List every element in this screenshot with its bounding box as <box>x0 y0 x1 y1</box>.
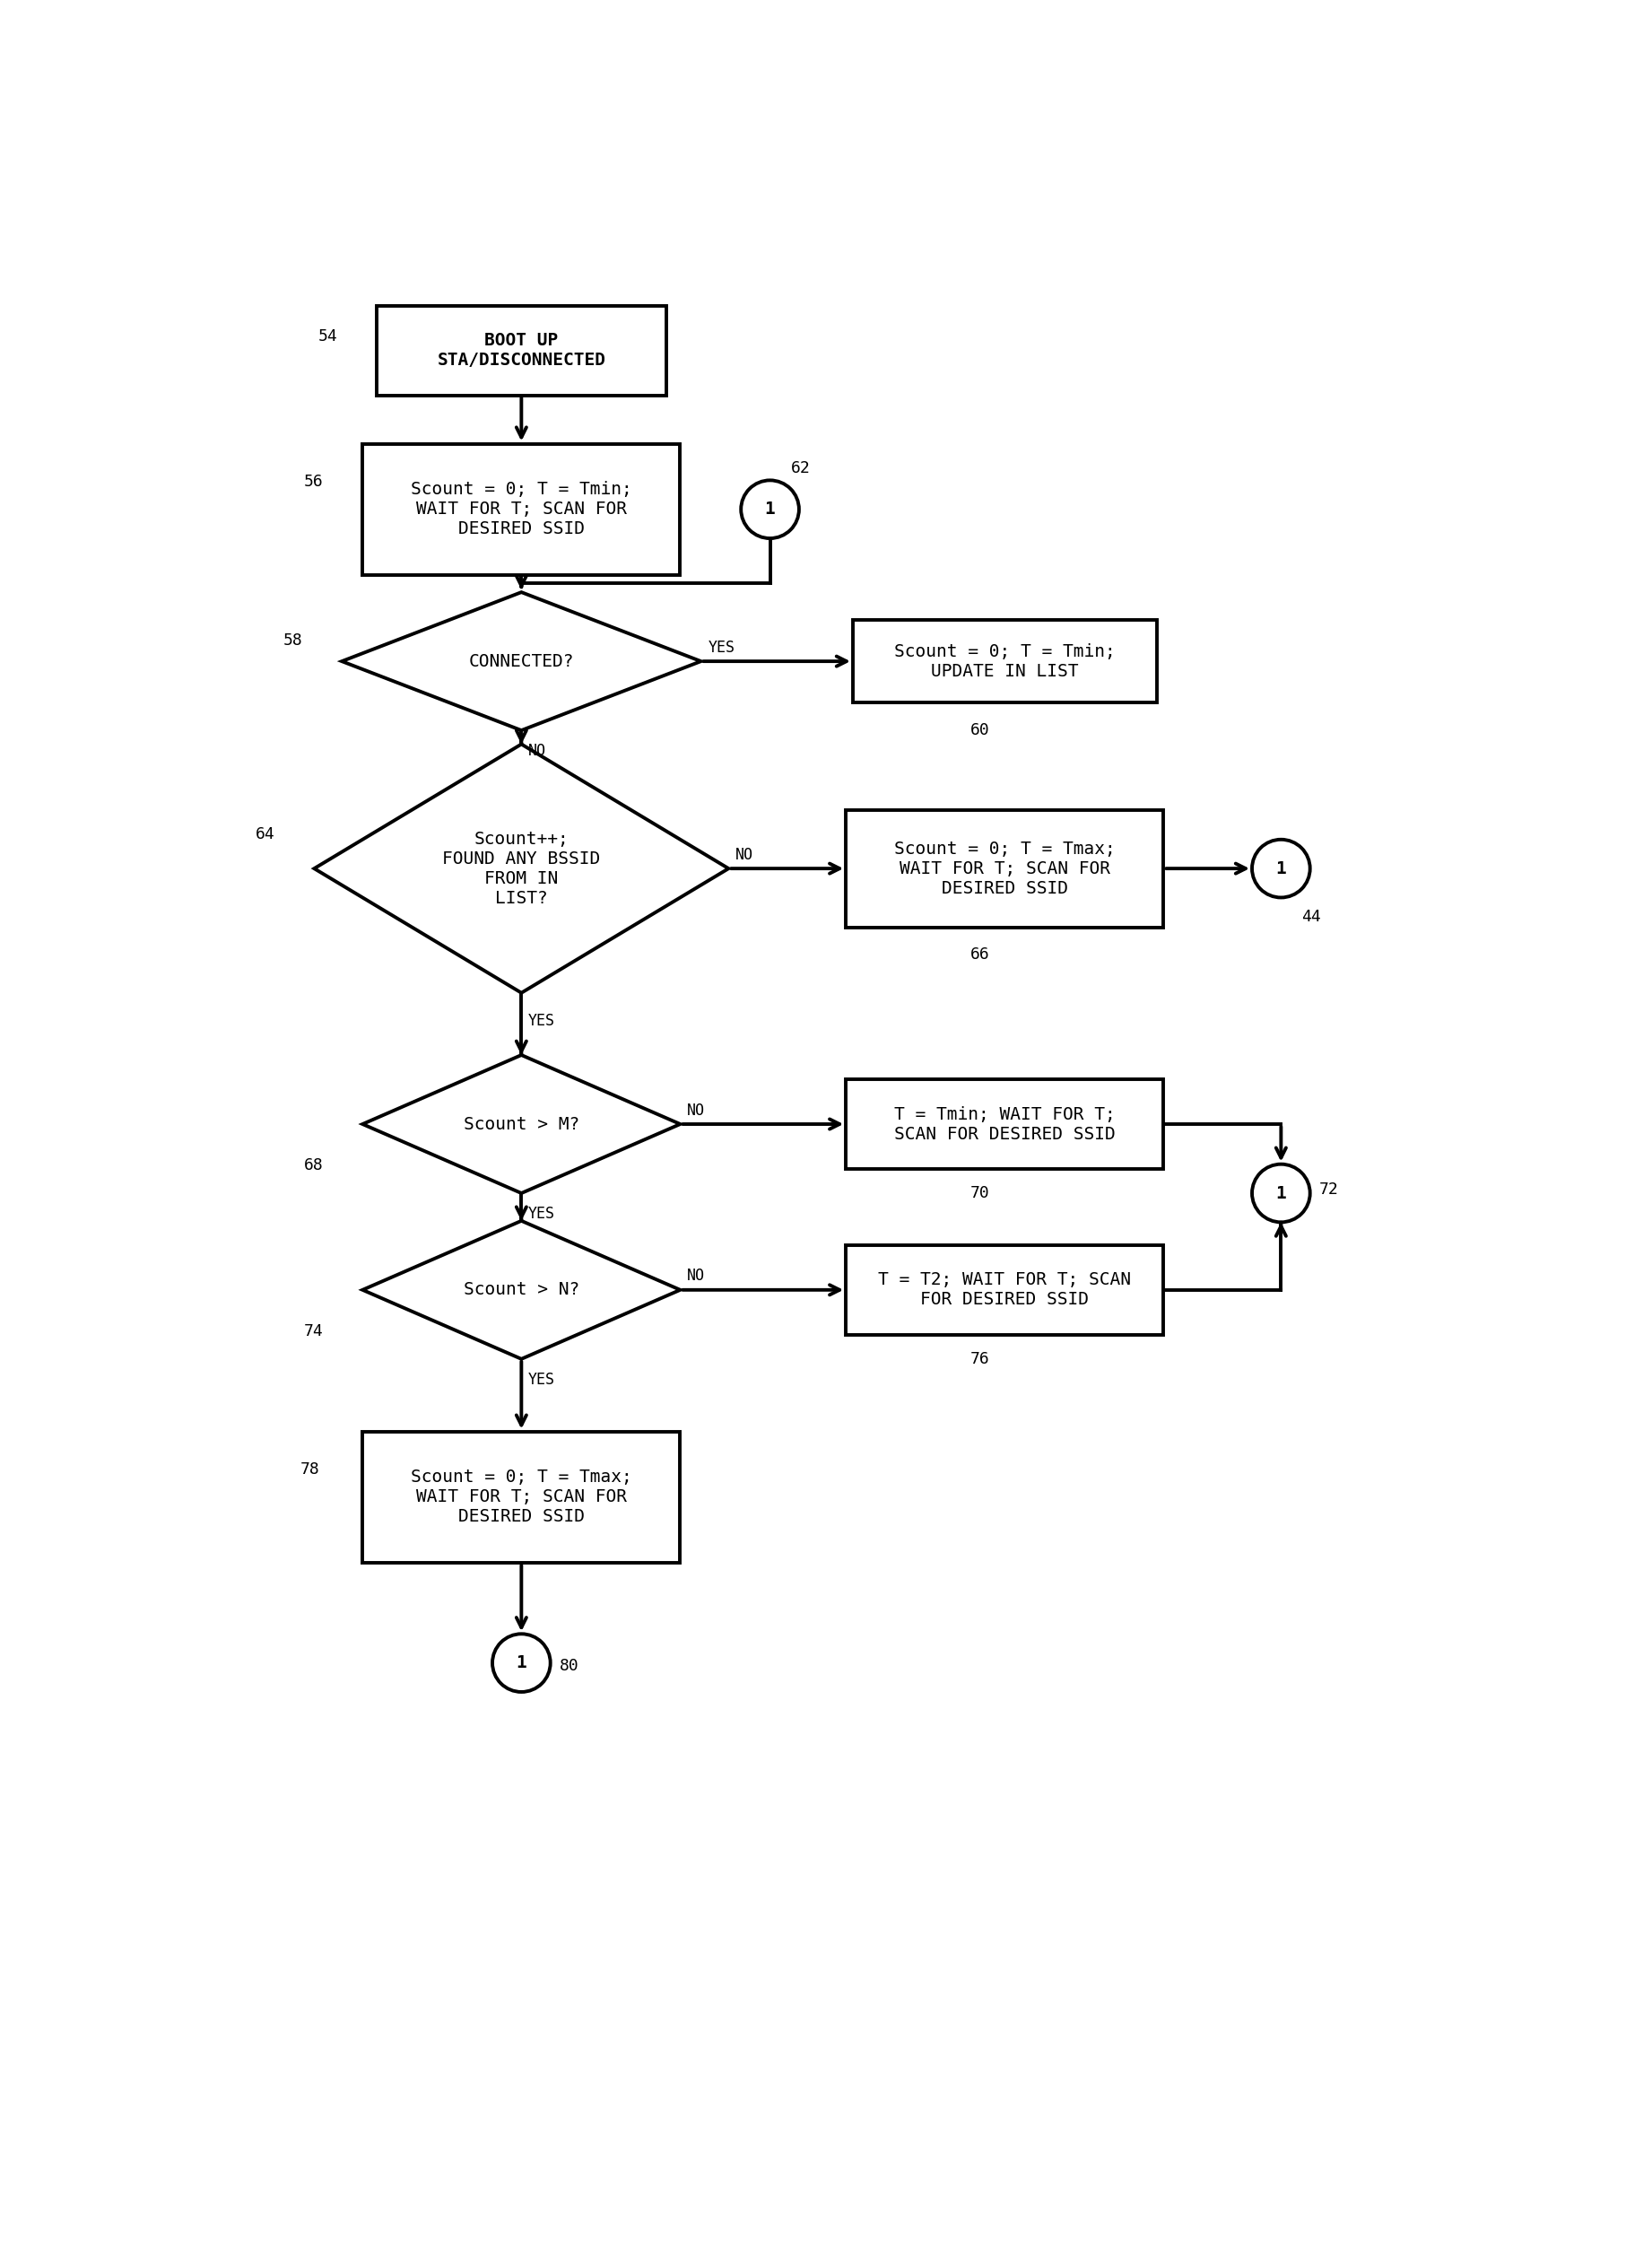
Polygon shape <box>362 1221 681 1358</box>
Text: NO: NO <box>687 1268 705 1284</box>
Polygon shape <box>362 1056 681 1192</box>
FancyBboxPatch shape <box>846 1080 1163 1170</box>
Text: 70: 70 <box>970 1185 990 1201</box>
Text: YES: YES <box>529 1371 555 1387</box>
Text: 74: 74 <box>304 1322 324 1340</box>
Circle shape <box>492 1634 550 1692</box>
Text: NO: NO <box>687 1103 705 1118</box>
Text: 1: 1 <box>765 500 775 518</box>
Text: 76: 76 <box>970 1351 990 1367</box>
Text: 54: 54 <box>317 329 337 345</box>
Text: 56: 56 <box>304 473 324 491</box>
FancyBboxPatch shape <box>846 809 1163 928</box>
Text: 62: 62 <box>791 459 809 475</box>
Polygon shape <box>342 592 700 731</box>
Text: 66: 66 <box>970 946 990 964</box>
Text: Scount = 0; T = Tmax;
WAIT FOR T; SCAN FOR
DESIRED SSID: Scount = 0; T = Tmax; WAIT FOR T; SCAN F… <box>894 840 1115 896</box>
FancyBboxPatch shape <box>846 1246 1163 1336</box>
Text: Scount > M?: Scount > M? <box>464 1116 580 1132</box>
Text: 72: 72 <box>1318 1181 1338 1197</box>
Text: 44: 44 <box>1302 910 1322 926</box>
Text: NO: NO <box>735 847 753 863</box>
Text: BOOT UP
STA/DISCONNECTED: BOOT UP STA/DISCONNECTED <box>438 332 606 370</box>
Text: Scount = 0; T = Tmin;
UPDATE IN LIST: Scount = 0; T = Tmin; UPDATE IN LIST <box>894 643 1115 679</box>
Text: T = T2; WAIT FOR T; SCAN
FOR DESIRED SSID: T = T2; WAIT FOR T; SCAN FOR DESIRED SSI… <box>879 1271 1132 1309</box>
Text: YES: YES <box>529 1206 555 1221</box>
Text: Scount++;
FOUND ANY BSSID
FROM IN
LIST?: Scount++; FOUND ANY BSSID FROM IN LIST? <box>443 831 600 908</box>
Text: CONNECTED?: CONNECTED? <box>469 652 575 670</box>
FancyBboxPatch shape <box>377 305 666 394</box>
Text: T = Tmin; WAIT FOR T;
SCAN FOR DESIRED SSID: T = Tmin; WAIT FOR T; SCAN FOR DESIRED S… <box>894 1105 1115 1143</box>
Text: 80: 80 <box>560 1658 578 1674</box>
Text: YES: YES <box>529 1013 555 1029</box>
Text: 78: 78 <box>301 1461 320 1477</box>
Circle shape <box>1252 1163 1310 1221</box>
FancyBboxPatch shape <box>362 1432 681 1562</box>
FancyBboxPatch shape <box>362 444 681 576</box>
Text: 68: 68 <box>304 1159 324 1174</box>
Polygon shape <box>314 744 729 993</box>
Circle shape <box>1252 840 1310 899</box>
Text: Scount = 0; T = Tmax;
WAIT FOR T; SCAN FOR
DESIRED SSID: Scount = 0; T = Tmax; WAIT FOR T; SCAN F… <box>411 1468 633 1526</box>
Circle shape <box>742 480 800 538</box>
Text: Scount = 0; T = Tmin;
WAIT FOR T; SCAN FOR
DESIRED SSID: Scount = 0; T = Tmin; WAIT FOR T; SCAN F… <box>411 482 633 538</box>
Text: 1: 1 <box>1275 861 1287 876</box>
Text: NO: NO <box>529 744 547 760</box>
Text: 1: 1 <box>515 1654 527 1672</box>
Text: 60: 60 <box>970 722 990 740</box>
Text: 58: 58 <box>282 632 302 648</box>
Text: 64: 64 <box>256 827 274 843</box>
FancyBboxPatch shape <box>852 621 1156 704</box>
Text: Scount > N?: Scount > N? <box>464 1282 580 1298</box>
Text: 1: 1 <box>1275 1185 1287 1201</box>
Text: YES: YES <box>707 639 735 657</box>
